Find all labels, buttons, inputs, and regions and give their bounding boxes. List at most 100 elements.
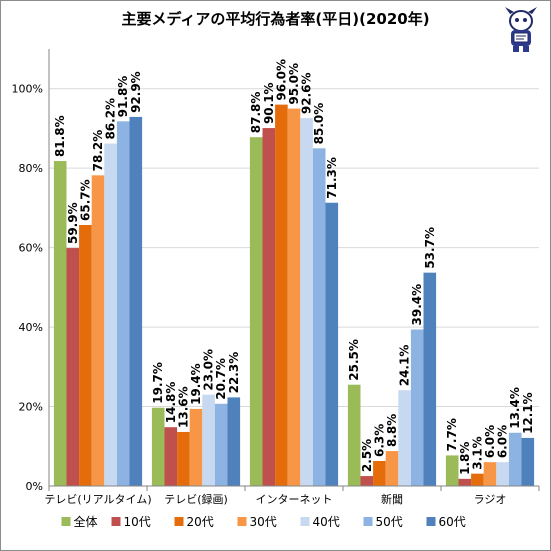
data-label: 22.3% [227,352,241,394]
data-label: 13.6% [176,386,190,428]
data-label: 3.1% [470,436,484,469]
data-label: 25.5% [347,339,361,381]
chart-title: 主要メディアの平均行為者率(平日)(2020年) [121,10,430,28]
data-label: 7.7% [445,418,459,451]
bar [496,462,509,486]
bar [79,224,92,486]
bar [300,118,313,486]
bar [398,390,411,486]
bar [521,437,535,486]
y-tick-label: 0% [26,480,43,493]
data-label: 59.9% [66,202,80,244]
data-label: 91.8% [116,76,130,118]
data-label: 92.9% [129,71,143,113]
bar [471,473,484,486]
data-label: 2.5% [360,439,374,472]
bar [445,455,459,486]
legend-swatch [174,517,184,526]
x-category-label: インターネット [256,493,333,506]
data-label: 19.7% [151,362,165,404]
y-tick-label: 20% [19,401,43,414]
data-label: 96.0% [274,59,288,101]
data-label: 8.8% [385,414,399,447]
x-category-label: 新聞 [381,492,403,506]
data-label: 78.2% [91,130,105,172]
bar [129,116,143,486]
legend-swatch [111,517,121,526]
data-label: 71.3% [325,157,339,199]
data-label: 85.0% [312,103,326,145]
legend: 全体 10代 20代 30代 40代 50代 60代 [61,514,466,529]
legend-swatch [300,517,310,526]
bar [458,478,472,486]
data-label: 90.1% [262,82,276,124]
legend-swatch [363,517,373,526]
bar [53,161,67,486]
bar [151,407,165,486]
data-label: 6.0% [496,425,510,458]
bar [347,384,361,486]
bar [227,397,241,486]
legend-label: 10代 [124,515,151,529]
bar [325,202,339,486]
bar [483,462,497,486]
data-label: 86.2% [104,98,118,140]
bar [66,248,80,486]
legend-label: 30代 [250,515,277,529]
data-label: 14.8% [164,382,178,424]
data-label: 20.7% [214,358,228,400]
bar [91,175,105,486]
mascot-logo [505,7,537,52]
legend-label: 全体 [74,514,98,529]
bar [262,128,276,487]
y-tick-label: 60% [19,242,43,255]
data-label: 12.1% [521,392,535,434]
legend-swatch [426,517,436,526]
bar [104,143,117,486]
data-label: 81.8% [53,115,67,157]
bar [373,460,386,486]
bar [287,108,301,486]
bar [508,432,522,486]
data-labels: 81.8% 59.9%65.7% 78.2%86.2%91.8%92.9% 19.7%… [53,59,535,475]
bar [116,121,130,486]
bar [423,272,437,486]
data-label: 65.7% [78,179,92,221]
data-label: 87.8% [249,92,263,134]
legend-swatch [237,517,247,526]
bar [202,394,215,486]
bar [410,329,424,486]
legend-label: 60代 [439,515,466,529]
y-tick-label: 100% [12,83,43,96]
data-label: 23.0% [202,349,216,391]
bar [189,408,203,486]
data-label: 19.4% [189,363,203,405]
legend-label: 40代 [313,515,340,529]
data-label: 53.7% [423,227,437,269]
data-label: 92.6% [300,72,314,114]
legend-label: 50代 [376,515,403,529]
data-label: 1.8% [458,442,472,475]
bar [385,451,399,486]
bar [249,137,263,486]
bar [275,104,288,487]
bar [214,403,228,486]
legend-swatch [61,517,71,526]
bar-groups [53,104,535,487]
x-category-label: テレビ(リアルタイム) [44,493,151,506]
data-label: 95.0% [287,63,301,105]
y-tick-label: 40% [19,321,43,334]
data-label: 6.0% [483,425,497,458]
bar [177,431,190,486]
data-label: 13.4% [508,387,522,429]
x-category-label: ラジオ [474,493,507,506]
bar [312,148,326,486]
bar [360,476,374,486]
bar [164,427,178,486]
axes: 0% 20% 40% 60% 80% 100% テレビ(リアルタイム) テレビ(録画) インター… [12,49,540,506]
data-label: 6.3% [372,424,386,457]
data-label: 24.1% [398,345,412,387]
legend-label: 20代 [187,515,214,529]
data-label: 39.4% [410,284,424,326]
